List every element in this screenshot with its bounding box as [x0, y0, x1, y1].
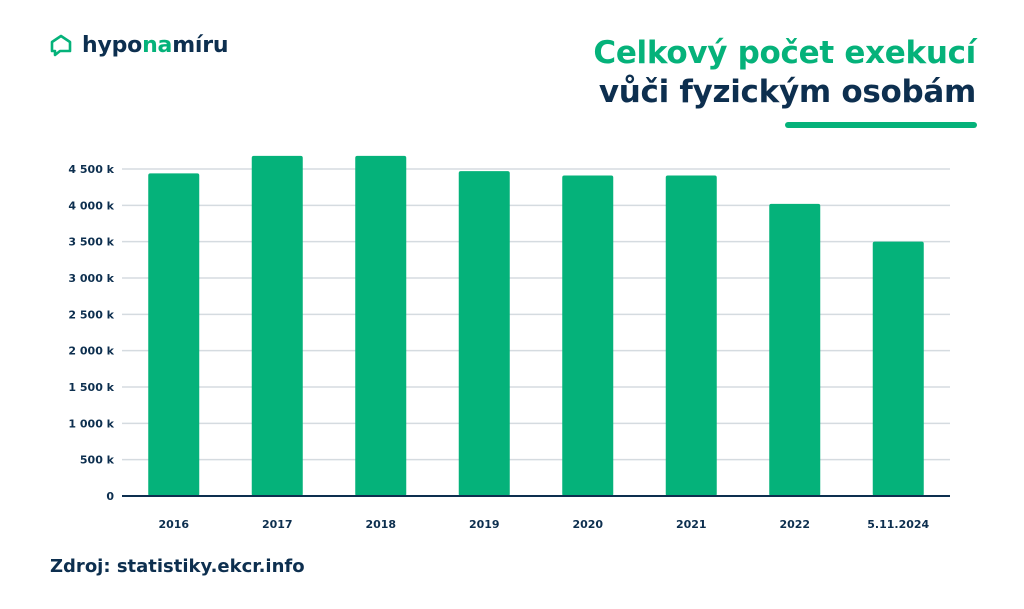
title-underline: [785, 122, 977, 128]
bar: [562, 175, 614, 497]
y-tick-label: 3 500 k: [68, 236, 114, 249]
x-tick-labels: 2016 2017 2018 2019 2020 2021 2022 5.11.2024: [158, 518, 929, 531]
y-tick-label: 2 500 k: [68, 308, 114, 321]
grid-lines: [122, 168, 950, 461]
y-tick-label: 4 500 k: [68, 163, 114, 176]
bar: [251, 155, 303, 497]
brand-name-part3: míru: [172, 33, 229, 58]
brand-name: hyponamíru: [82, 33, 229, 58]
y-tick-label: 1 000 k: [68, 417, 114, 430]
bar: [872, 241, 924, 496]
x-tick-label: 2019: [469, 518, 500, 531]
brand-logo[interactable]: hyponamíru: [50, 33, 229, 58]
x-tick-label: 2018: [365, 518, 396, 531]
y-tick-labels: 0 500 k 1 000 k 1 500 k 2 000 k 2 500 k 3 000 …: [68, 163, 114, 503]
y-tick-label: 1 500 k: [68, 381, 114, 394]
x-tick-label: 5.11.2024: [867, 518, 929, 531]
chart-title-line2: vůči fyzickým osobám: [598, 73, 976, 110]
x-tick-label: 2022: [779, 518, 810, 531]
bar: [769, 203, 821, 496]
y-tick-label: 500 k: [80, 454, 115, 467]
x-tick-label: 2020: [572, 518, 603, 531]
bar: [458, 171, 510, 496]
y-tick-label: 0: [106, 490, 114, 503]
source-note: Zdroj: statistiky.ekcr.info: [50, 556, 305, 577]
chart-title: Celkový počet exekucí vůči fyzickým osob…: [593, 34, 976, 112]
y-tick-label: 3 000 k: [68, 272, 114, 285]
x-tick-label: 2016: [158, 518, 189, 531]
x-tick-label: 2021: [676, 518, 707, 531]
brand-name-part2: na: [142, 33, 173, 58]
bar: [665, 175, 717, 497]
bar: [148, 173, 200, 497]
y-tick-label: 2 000 k: [68, 345, 114, 358]
chart-title-line1: Celkový počet exekucí: [593, 35, 976, 71]
house-chat-icon: [50, 34, 72, 57]
bar: [355, 155, 407, 497]
y-tick-label: 4 000 k: [68, 199, 114, 212]
bars: [148, 155, 924, 497]
brand-name-part1: hypo: [82, 33, 143, 58]
x-tick-label: 2017: [262, 518, 293, 531]
